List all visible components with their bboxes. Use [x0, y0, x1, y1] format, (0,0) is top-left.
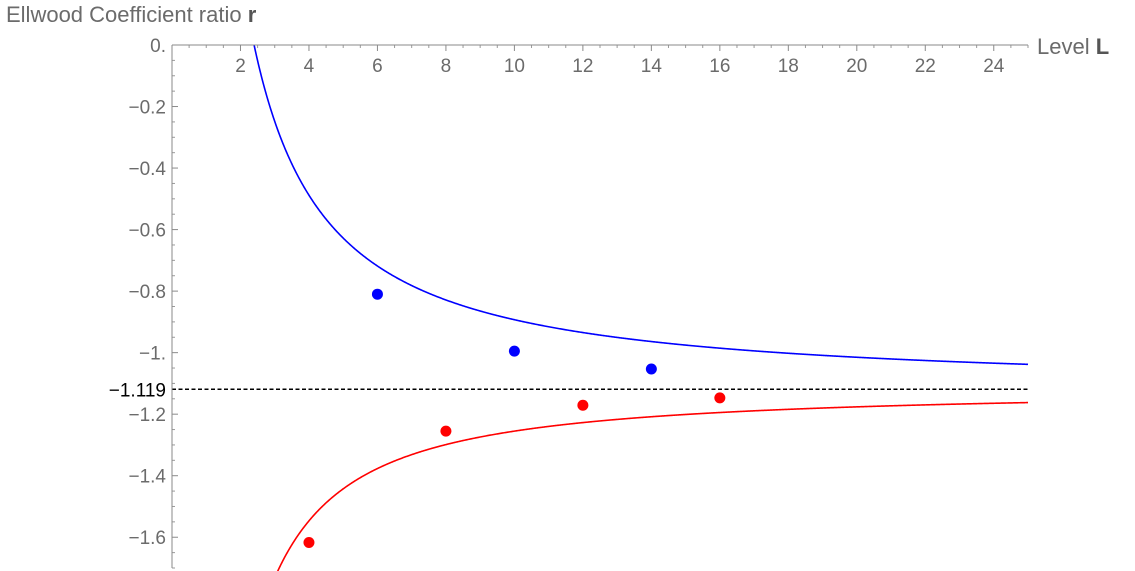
series-0-point — [371, 288, 383, 300]
x-tick-label: 2 — [235, 56, 246, 77]
y-tick-label: −0.2 — [128, 98, 166, 119]
x-axis-ticks: 2 4 6 8 10 12 14 16 18 20 22 24 — [235, 45, 1005, 77]
y-tick-label: −0.4 — [128, 159, 166, 180]
x-tick-label: 8 — [441, 56, 452, 77]
series-1-point — [577, 399, 589, 411]
series-0-curve — [253, 45, 1029, 366]
series-points — [303, 288, 726, 548]
y-axis-title-symbol: r — [248, 2, 257, 27]
series-0-point — [645, 363, 657, 375]
series-1-point — [714, 392, 726, 404]
series-1-point — [440, 425, 452, 437]
x-axis-title-text: Level — [1037, 34, 1090, 59]
x-axis-title-symbol: L — [1096, 34, 1109, 59]
y-tick-label: −0.8 — [128, 282, 166, 303]
x-tick-label: 24 — [983, 56, 1005, 77]
x-tick-label: 10 — [504, 56, 525, 77]
y-tick-label: −1.6 — [128, 528, 166, 549]
series-1-curve — [276, 401, 1029, 571]
x-tick-label: 20 — [846, 56, 867, 77]
series-curves — [253, 45, 1029, 571]
reference-line-group: −1.119 — [109, 380, 1028, 401]
x-tick-label: 12 — [572, 56, 593, 77]
x-tick-label: 6 — [372, 56, 383, 77]
x-tick-label: 16 — [709, 56, 730, 77]
x-tick-label: 4 — [304, 56, 315, 77]
x-tick-label: 18 — [778, 56, 799, 77]
y-tick-label: −1.4 — [128, 467, 166, 488]
y-axis-ticks: 0. −0.2 −0.4 −0.6 −0.8 −1. −1.2 −1.4 −1.6 — [128, 36, 178, 549]
y-axis-title: Ellwood Coefficient ratio r — [6, 2, 257, 27]
series-1-point — [303, 536, 315, 548]
reference-line-label: −1.119 — [109, 380, 166, 401]
y-tick-label: −1. — [139, 344, 166, 365]
y-axis-title-text: Ellwood Coefficient ratio — [6, 2, 242, 27]
y-tick-label: −0.6 — [128, 221, 166, 242]
series-0-point — [508, 345, 520, 357]
y-tick-label: −1.2 — [128, 405, 166, 426]
y-tick-label: 0. — [150, 36, 166, 57]
x-tick-label: 14 — [641, 56, 663, 77]
x-tick-label: 22 — [915, 56, 936, 77]
x-axis-title: Level L — [1037, 34, 1109, 59]
